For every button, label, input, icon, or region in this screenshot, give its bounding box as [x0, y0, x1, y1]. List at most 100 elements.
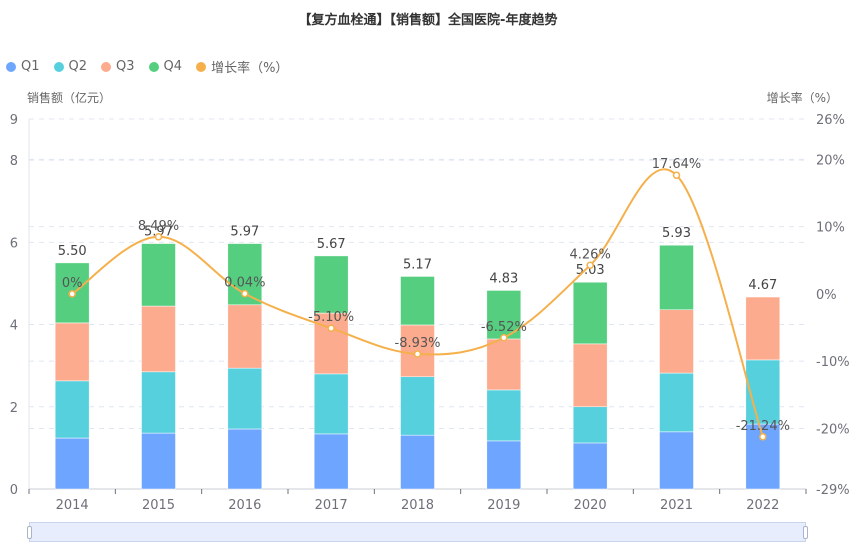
- y-tick-label-left: 2: [10, 401, 18, 416]
- growth-rate-point: [500, 334, 508, 342]
- y-tick-label-right: -10%: [816, 355, 850, 370]
- bar-q1: [659, 431, 694, 490]
- y-tick-label-right: 0%: [816, 288, 837, 303]
- x-tick-label: 2017: [315, 498, 348, 513]
- x-tick-label: 2022: [746, 498, 779, 513]
- growth-rate-point: [154, 233, 163, 241]
- x-tick-label: 2018: [401, 498, 434, 513]
- growth-rate-point: [68, 290, 76, 298]
- legend: Q1 Q2 Q3 Q4 增长率（%）: [6, 57, 288, 76]
- growth-rate-label: 17.64%: [652, 157, 702, 172]
- bar-q2: [227, 367, 263, 430]
- y-tick-label-left: 9: [10, 113, 18, 128]
- y-axis-right-title: 增长率（%）: [766, 91, 838, 105]
- y-tick-label-right: 10%: [816, 221, 845, 236]
- growth-rate-label: -5.10%: [308, 310, 354, 325]
- bar-q2: [486, 389, 522, 442]
- bar-q3: [141, 305, 176, 373]
- legend-marker-q4: [148, 61, 159, 72]
- bar-q2: [54, 380, 90, 439]
- bar-q1: [313, 433, 349, 490]
- data-zoom-handle-left[interactable]: [27, 526, 32, 539]
- bar-total-label: 5.93: [662, 226, 691, 241]
- bar-q3: [313, 312, 349, 375]
- chart-title: 【复方血栓通】【销售额】全国医院-年度趋势: [298, 13, 558, 28]
- y-tick-label-left: 8: [10, 154, 18, 169]
- bar-q4: [659, 244, 694, 311]
- bar-q3: [54, 322, 90, 382]
- bar-q3: [572, 343, 608, 408]
- growth-rate-point: [759, 433, 767, 441]
- data-zoom-slider[interactable]: [27, 522, 808, 542]
- x-tick-label: 2016: [228, 498, 261, 513]
- legend-item-q4[interactable]: Q4: [148, 57, 182, 76]
- x-tick-label: 2021: [660, 498, 693, 513]
- legend-item-q3[interactable]: Q3: [101, 57, 135, 76]
- x-tick-label: 2015: [142, 498, 175, 513]
- legend-label-q1: Q1: [21, 59, 40, 74]
- growth-rate-label: 0%: [62, 276, 83, 291]
- bar-q3: [227, 304, 263, 369]
- bar-q4: [313, 255, 349, 314]
- bar-q1: [54, 437, 90, 490]
- y-tick-label-right: 26%: [816, 113, 845, 128]
- growth-rate-label: 8.49%: [138, 219, 179, 234]
- bar-total-label: 4.67: [748, 278, 777, 293]
- growth-rate-label: -6.52%: [481, 320, 527, 335]
- x-tick-label: 2014: [56, 498, 89, 513]
- growth-rate-label: 0.04%: [224, 276, 265, 291]
- bar-total-label: 4.83: [489, 271, 518, 286]
- bar-total-label: 5.97: [144, 225, 173, 240]
- bar-q2: [313, 373, 349, 435]
- bar-q2: [659, 372, 694, 433]
- bar-total-label: 5.17: [403, 257, 432, 272]
- bar-q1: [572, 442, 608, 490]
- x-tick-label: 2019: [487, 498, 520, 513]
- x-tick-label: 2020: [574, 498, 607, 513]
- growth-rate-point: [241, 289, 249, 298]
- bar-q1: [400, 434, 435, 490]
- growth-rate-point: [586, 261, 594, 270]
- bar-q2: [141, 371, 176, 434]
- bar-q1: [141, 432, 176, 490]
- bar-total-label: 5.50: [58, 244, 87, 259]
- legend-label-q3: Q3: [116, 59, 135, 74]
- legend-marker-q1: [6, 61, 16, 72]
- growth-rate-point: [672, 171, 681, 179]
- growth-rate-point: [327, 324, 335, 332]
- bar-total-label: 5.67: [317, 237, 346, 252]
- y-tick-label-left: 4: [10, 319, 18, 334]
- legend-marker-q3: [101, 61, 112, 72]
- legend-item-q2[interactable]: Q2: [53, 57, 88, 76]
- bar-q1: [486, 440, 522, 490]
- y-tick-label-left: 0: [10, 483, 18, 498]
- bar-q3: [745, 296, 781, 361]
- bar-q4: [572, 281, 608, 345]
- bar-q4: [400, 276, 435, 326]
- chart-plot: 0 2 4 6 8 9 -29% -20% -10% 0% 10% 20% 26% 5.50 2014 5.9…: [10, 113, 850, 513]
- legend-item-growth-rate[interactable]: 增长率（%）: [196, 57, 288, 76]
- legend-item-q1[interactable]: Q1: [6, 57, 40, 76]
- bar-q2: [400, 376, 435, 436]
- y-axis-left-title: 销售额（亿元）: [27, 91, 112, 105]
- legend-label-q2: Q2: [68, 59, 88, 74]
- growth-rate-label: -8.93%: [395, 336, 441, 351]
- bar-q4: [141, 243, 176, 307]
- growth-rate-label: 4.26%: [570, 247, 611, 262]
- bar-q3: [659, 309, 694, 374]
- legend-marker-q2: [53, 61, 64, 72]
- legend-label-growth-rate: 增长率（%）: [211, 61, 289, 76]
- data-zoom-handle-right[interactable]: [803, 526, 808, 539]
- bar-q1: [227, 428, 263, 490]
- legend-marker-growth-rate: [196, 61, 207, 72]
- y-tick-label-right: -29%: [816, 483, 850, 498]
- bar-total-label: 5.03: [576, 263, 605, 278]
- bar-q4: [486, 290, 522, 340]
- bar-total-label: 5.97: [230, 225, 259, 240]
- bar-q2: [572, 406, 608, 444]
- growth-rate-point: [413, 350, 422, 358]
- y-tick-label-right: -20%: [816, 422, 850, 437]
- y-tick-label-right: 20%: [816, 153, 845, 168]
- y-tick-label-left: 6: [10, 236, 18, 251]
- bar-q3: [486, 338, 522, 391]
